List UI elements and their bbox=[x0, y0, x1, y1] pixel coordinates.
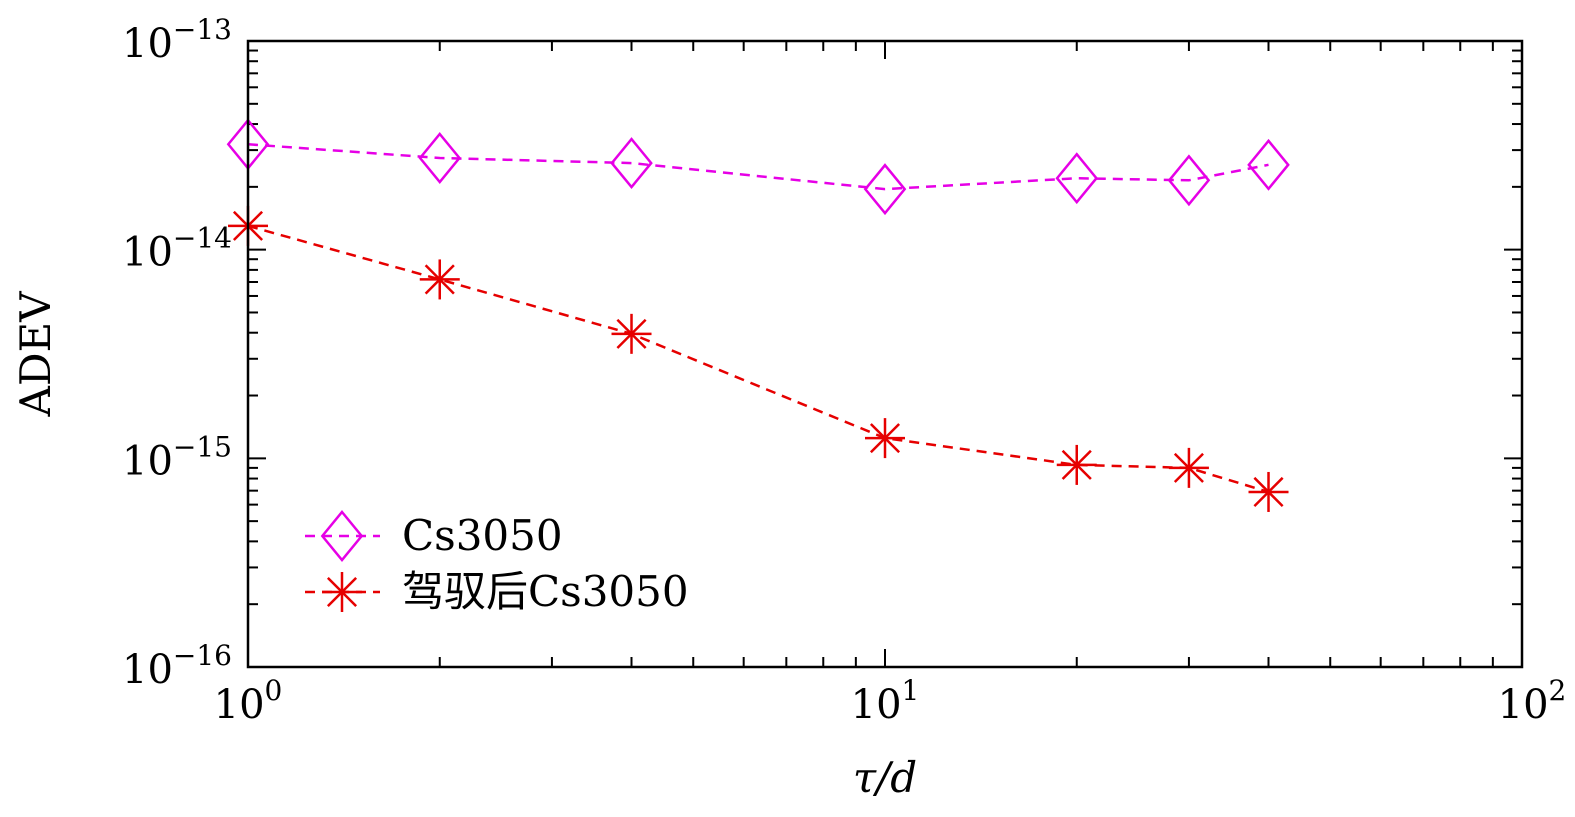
data-point-0 bbox=[1167, 154, 1211, 207]
data-point-1 bbox=[419, 259, 460, 300]
y-tick-label: 10−16 bbox=[122, 639, 232, 693]
legend-marker-sample bbox=[320, 510, 364, 562]
legend-label-cs3050: Cs3050 bbox=[402, 511, 563, 560]
y-tick-label: 10−14 bbox=[122, 222, 232, 276]
data-point-1 bbox=[1056, 444, 1097, 485]
data-point-0 bbox=[863, 163, 907, 216]
data-point-1 bbox=[611, 313, 652, 354]
data-point-1 bbox=[865, 418, 905, 459]
series-line-0 bbox=[247, 143, 1269, 191]
legend-marker-sample bbox=[322, 572, 362, 612]
data-point-1 bbox=[1168, 447, 1209, 488]
data-point-0 bbox=[610, 137, 653, 190]
x-tick-label: 100 bbox=[214, 674, 283, 728]
y-axis-label: ADEV bbox=[11, 291, 60, 418]
x-axis-label: τ/d bbox=[853, 753, 917, 802]
data-point-0 bbox=[418, 132, 462, 184]
data-point-0 bbox=[1055, 152, 1099, 205]
tick-labels: 100 101 102 10−13 10−14 10−15 10−16 bbox=[122, 13, 1566, 728]
data-point-0 bbox=[1247, 138, 1290, 191]
x-tick-label: 101 bbox=[851, 674, 920, 728]
legend-item-steered-cs3050 bbox=[305, 572, 380, 612]
x-tick-label: 102 bbox=[1498, 674, 1567, 728]
y-tick-label: 10−13 bbox=[122, 13, 232, 67]
legend-label-steered-cs3050: 驾驭后Cs3050 bbox=[402, 567, 689, 616]
data-point-1 bbox=[1248, 471, 1289, 512]
legend: Cs3050 驾驭后Cs3050 bbox=[305, 510, 689, 616]
series-layer bbox=[226, 118, 1290, 512]
legend-item-cs3050 bbox=[305, 510, 380, 562]
y-tick-label: 10−15 bbox=[122, 430, 232, 484]
series-line-1 bbox=[247, 224, 1269, 494]
plot-frame bbox=[246, 39, 1524, 669]
